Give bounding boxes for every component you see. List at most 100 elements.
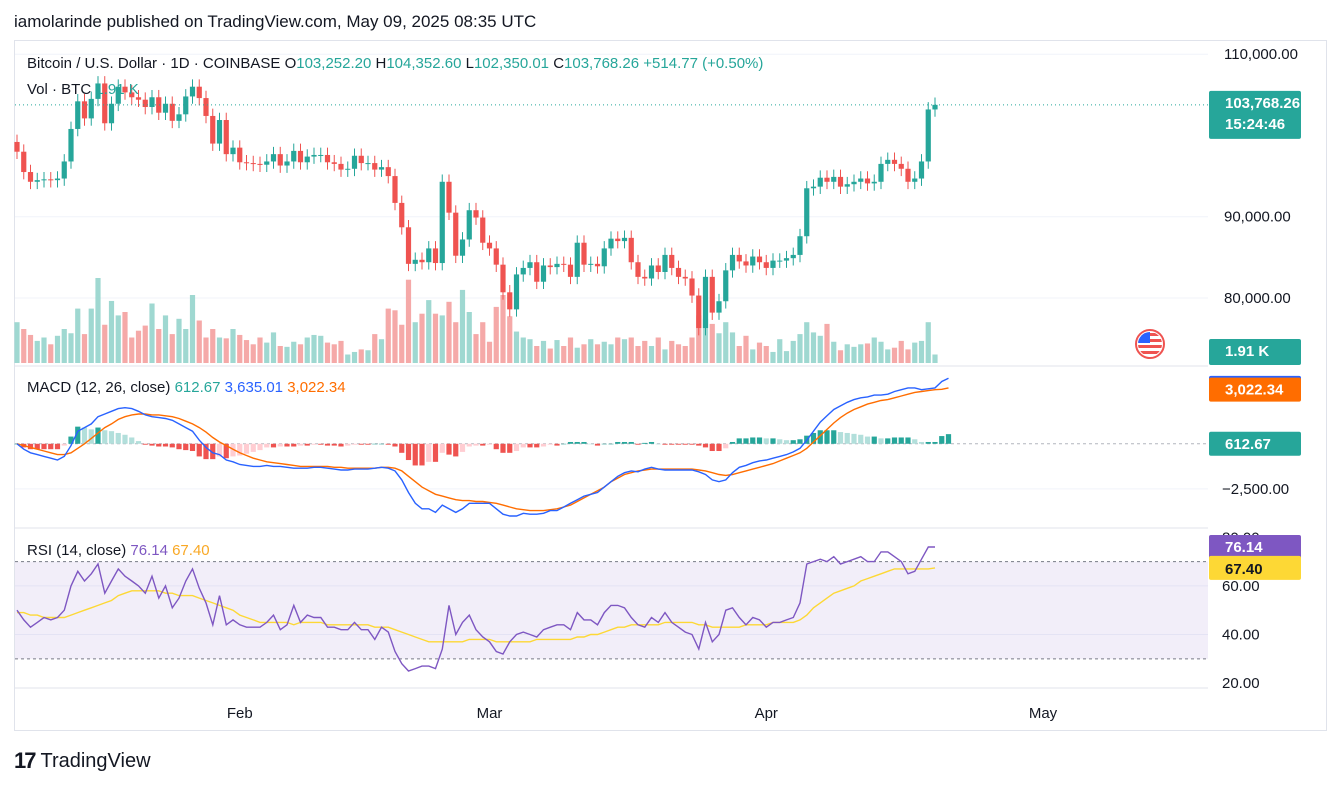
volume-bar: [331, 344, 337, 363]
macd-histogram-bar: [81, 427, 88, 444]
macd-histogram-bar: [837, 432, 844, 444]
macd-histogram-bar: [763, 438, 769, 444]
volume-bar: [864, 343, 871, 363]
volume-bar: [149, 303, 155, 363]
macd-histogram-bar: [756, 437, 763, 444]
volume-title[interactable]: Vol · BTC: [27, 81, 92, 98]
volume-bar: [270, 332, 277, 363]
volume-bar: [176, 318, 182, 363]
candle-body: [925, 109, 931, 162]
volume-bar: [14, 322, 20, 363]
candle-body: [743, 261, 749, 266]
candle-body: [777, 260, 783, 262]
macd-histogram-bar: [588, 443, 594, 445]
candle-body: [81, 101, 88, 119]
rsi-band-fill: [15, 561, 1208, 659]
macd-histogram-bar: [129, 437, 135, 444]
macd-histogram-bar: [270, 443, 277, 448]
macd-histogram-bar: [54, 443, 61, 450]
volume-bar: [662, 349, 668, 363]
macd-histogram-bar: [534, 443, 540, 448]
macd-histogram-bar: [554, 443, 560, 446]
candle-body: [898, 163, 904, 169]
volume-bar: [412, 322, 418, 363]
last-price-badge-text: 15:24:46: [1225, 116, 1285, 133]
macd-title[interactable]: MACD (12, 26, close): [27, 379, 171, 396]
volume-bar: [567, 337, 574, 363]
candle-body: [311, 154, 317, 157]
volume-bar: [473, 334, 479, 363]
volume-bar: [129, 337, 135, 363]
macd-histogram-bar: [189, 443, 196, 452]
candle-body: [810, 186, 817, 189]
macd-histogram-bar: [351, 443, 358, 445]
volume-bar: [608, 344, 614, 363]
macd-histogram-bar: [682, 443, 688, 445]
candle-body: [817, 177, 823, 187]
rsi-tick-label: 20.00: [1222, 675, 1260, 692]
volume-bar: [594, 344, 601, 363]
candle-body: [574, 242, 580, 277]
volume-bar: [871, 337, 877, 363]
volume-bar: [777, 339, 783, 363]
volume-bar: [88, 308, 94, 363]
rsi-title[interactable]: RSI (14, close): [27, 542, 127, 559]
candle-body: [918, 161, 925, 179]
candle-body: [797, 236, 803, 255]
macd-histogram-bar: [466, 443, 472, 447]
candle-body: [547, 265, 553, 268]
macd-histogram-bar: [608, 443, 614, 445]
macd-histogram-bar: [790, 440, 796, 444]
candle-body: [243, 162, 250, 164]
macd-histogram-bar: [912, 439, 918, 444]
macd-histogram-bar: [729, 441, 736, 444]
candle-body: [716, 301, 722, 313]
volume-bar: [95, 278, 101, 363]
macd-histogram-bar: [372, 443, 378, 445]
candle-body: [324, 154, 331, 163]
us-flag-icon[interactable]: [1135, 329, 1165, 359]
candle-body: [520, 267, 526, 275]
macd-histogram-bar: [284, 443, 290, 447]
volume-bar: [446, 301, 452, 363]
volume-bar: [41, 337, 47, 363]
volume-bar: [419, 313, 425, 363]
candle-body: [372, 163, 378, 170]
candle-body: [156, 97, 162, 113]
macd-histogram-bar: [446, 443, 452, 455]
volume-bar: [196, 320, 202, 363]
macd-histogram-bar: [689, 443, 695, 445]
price-tick-label: 80,000.00: [1224, 290, 1291, 307]
macd-histogram-bar: [844, 432, 850, 444]
candle-body: [858, 178, 864, 182]
candle-body: [729, 254, 736, 271]
symbol-title[interactable]: Bitcoin / U.S. Dollar · 1D · COINBASE: [27, 55, 281, 72]
volume-bar: [135, 330, 142, 363]
candle-body: [561, 263, 567, 265]
volume-bar: [358, 349, 364, 363]
macd-histogram-bar: [237, 443, 243, 456]
volume-bar: [763, 346, 769, 363]
volume-bar: [615, 337, 621, 363]
volume-bar: [304, 337, 310, 363]
rsi-line: [16, 546, 935, 672]
macd-histogram-bar: [318, 443, 324, 445]
volume-bar: [891, 347, 898, 363]
macd-histogram-bar: [540, 443, 547, 447]
macd-histogram-bar: [918, 441, 925, 444]
candle-body: [95, 83, 101, 99]
macd-histogram-bar: [345, 443, 351, 446]
volume-bar: [324, 342, 331, 363]
volume-bar: [561, 346, 567, 363]
volume-bar: [912, 342, 918, 363]
macd-histogram-bar: [939, 436, 945, 444]
macd-histogram-bar: [331, 443, 337, 446]
candle-body: [621, 237, 628, 242]
chart-frame[interactable]: [14, 40, 1327, 731]
macd-histogram-bar: [203, 443, 209, 460]
macd-histogram-bar: [513, 443, 520, 452]
volume-bar: [885, 349, 891, 363]
candle-body: [61, 161, 67, 179]
tradingview-brand[interactable]: 17 TradingView: [14, 748, 151, 774]
